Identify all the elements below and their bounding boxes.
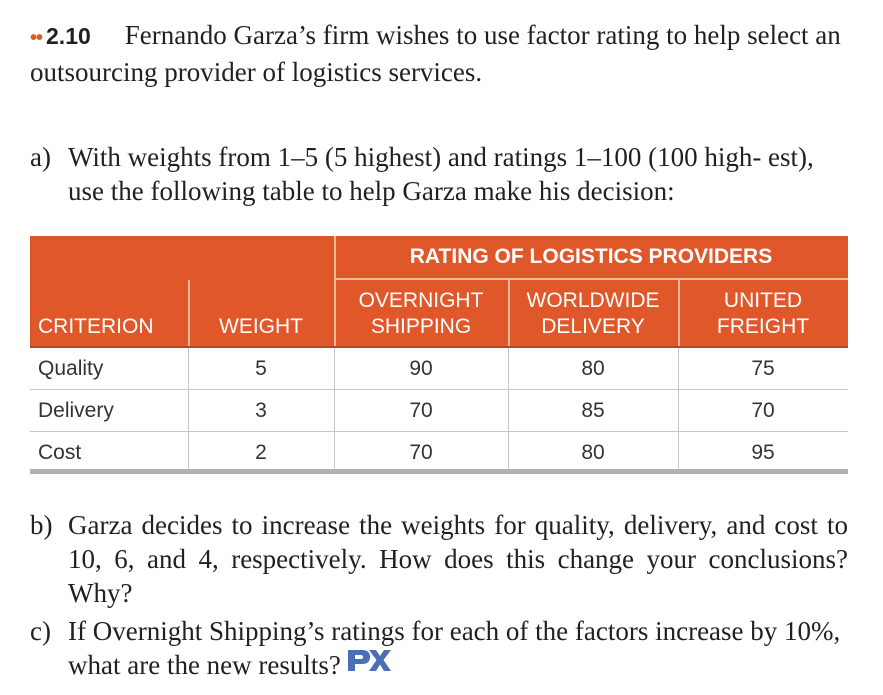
- header-col-divider: [508, 280, 510, 346]
- col-header-united: UNITED FREIGHT: [678, 288, 848, 340]
- problem-intro: Fernando Garza’s firm wishes to use fact…: [30, 20, 841, 87]
- part-c-text: If Overnight Shipping’s ratings for each…: [68, 616, 841, 680]
- cell-overnight: 70: [409, 441, 433, 464]
- part-a-text: With weights from 1–5 (5 highest) and ra…: [68, 142, 814, 206]
- part-c-block: If Overnight Shipping’s ratings for each…: [30, 614, 848, 685]
- group-header: RATING OF LOGISTICS PROVIDERS: [409, 245, 773, 268]
- col-header-weight: WEIGHT: [219, 315, 303, 338]
- row-divider: [30, 431, 848, 432]
- part-a: a) With weights from 1–5 (5 highest) and…: [30, 140, 845, 208]
- cell-overnight: 90: [409, 357, 433, 380]
- cell-criterion: Quality: [38, 357, 104, 380]
- cell-weight: 3: [255, 399, 267, 422]
- part-a-label: a): [30, 142, 51, 172]
- table-bottom-rule: [30, 469, 848, 474]
- body-col-divider: [334, 348, 335, 472]
- cell-united: 95: [751, 441, 775, 464]
- cell-worldwide: 85: [581, 399, 605, 422]
- part-b: b) Garza decides to increase the weights…: [30, 508, 848, 610]
- col-header-worldwide: WORLDWIDE DELIVERY: [508, 288, 678, 340]
- rating-table: RATING OF LOGISTICS PROVIDERS CRITERION …: [30, 236, 848, 474]
- cell-united: 75: [751, 357, 775, 380]
- cell-united: 70: [751, 399, 775, 422]
- cell-worldwide: 80: [581, 357, 605, 380]
- part-c: c) If Overnight Shipping’s ratings for e…: [30, 614, 848, 685]
- cell-overnight: 70: [409, 399, 433, 422]
- header-col-divider: [678, 280, 680, 346]
- part-b-text: Garza decides to increase the weights fo…: [68, 510, 848, 608]
- col-header-united-line1: UNITED: [723, 289, 803, 312]
- body-col-divider: [508, 348, 509, 472]
- problem-statement: •• 2.10 Fernando Garza’s firm wishes to us…: [30, 18, 860, 89]
- col-header-overnight-line2: SHIPPING: [370, 315, 472, 338]
- col-header-worldwide-line1: WORLDWIDE: [526, 289, 660, 312]
- cell-criterion: Delivery: [38, 399, 114, 422]
- table-header-band: [30, 236, 848, 346]
- part-b-label: b): [30, 510, 53, 540]
- difficulty-dots: ••: [30, 27, 43, 49]
- header-col-divider: [188, 280, 190, 346]
- body-col-divider: [188, 348, 189, 472]
- body-col-divider: [678, 348, 679, 472]
- cell-criterion: Cost: [38, 441, 82, 464]
- problem-number: 2.10: [46, 23, 91, 49]
- col-header-overnight: OVERNIGHT SHIPPING: [334, 288, 508, 340]
- col-header-united-line2: FREIGHT: [716, 315, 810, 338]
- header-col-divider: [334, 236, 336, 346]
- header-divider: [30, 346, 848, 348]
- px-logo-icon: [345, 647, 391, 681]
- cell-weight: 5: [255, 357, 267, 380]
- col-header-criterion: CRITERION: [38, 315, 154, 338]
- col-header-worldwide-line2: DELIVERY: [541, 315, 645, 338]
- cell-worldwide: 80: [581, 441, 605, 464]
- row-divider: [30, 389, 848, 390]
- col-header-overnight-line1: OVERNIGHT: [358, 289, 484, 312]
- cell-weight: 2: [255, 441, 267, 464]
- group-header-divider: [334, 278, 848, 280]
- part-c-label: c): [30, 616, 51, 646]
